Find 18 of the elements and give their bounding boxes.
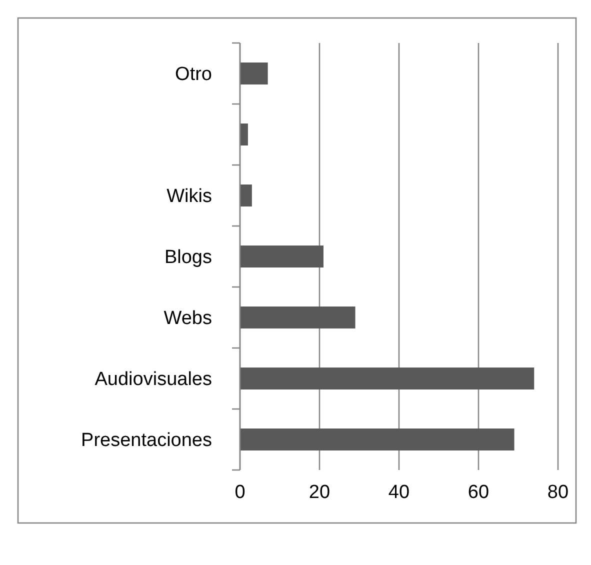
bar [240,246,324,268]
bar [240,184,252,206]
x-tick-label: 60 [468,482,490,503]
bar [240,368,534,390]
bar [240,306,356,328]
y-tick-label: Audiovisuales [94,369,212,390]
x-tick-label: 0 [234,482,246,503]
x-tick-label: 20 [308,482,330,503]
y-tick-label: Wikis [166,186,212,208]
bar [240,62,268,84]
bar [240,124,248,146]
x-tick-label: 40 [388,482,410,503]
y-tick-label: Webs [164,308,212,330]
y-tick-label: Otro [175,64,212,86]
y-tick-label: Blogs [164,247,212,268]
x-tick-label: 80 [547,482,569,503]
bar [240,428,514,450]
y-tick-label: Presentaciones [81,430,212,452]
